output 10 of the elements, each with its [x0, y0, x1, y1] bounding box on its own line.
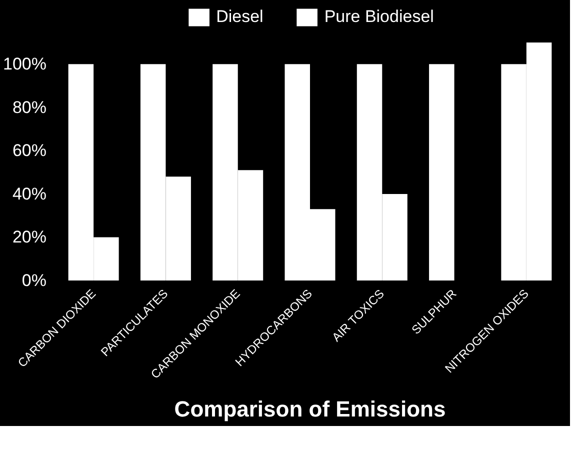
legend-label: Diesel — [216, 7, 264, 27]
legend-label: Pure Biodiesel — [324, 7, 434, 27]
text: Comparison of Emissions — [174, 396, 446, 422]
y-tick-label: 60% — [12, 141, 47, 160]
y-tick-label: 80% — [12, 98, 47, 117]
y-tick-label: 20% — [12, 228, 47, 247]
bar — [429, 64, 454, 280]
y-tick-label: 40% — [12, 184, 47, 204]
y-tick-label: 0% — [22, 271, 47, 290]
y-tick-label: 100% — [3, 54, 47, 74]
